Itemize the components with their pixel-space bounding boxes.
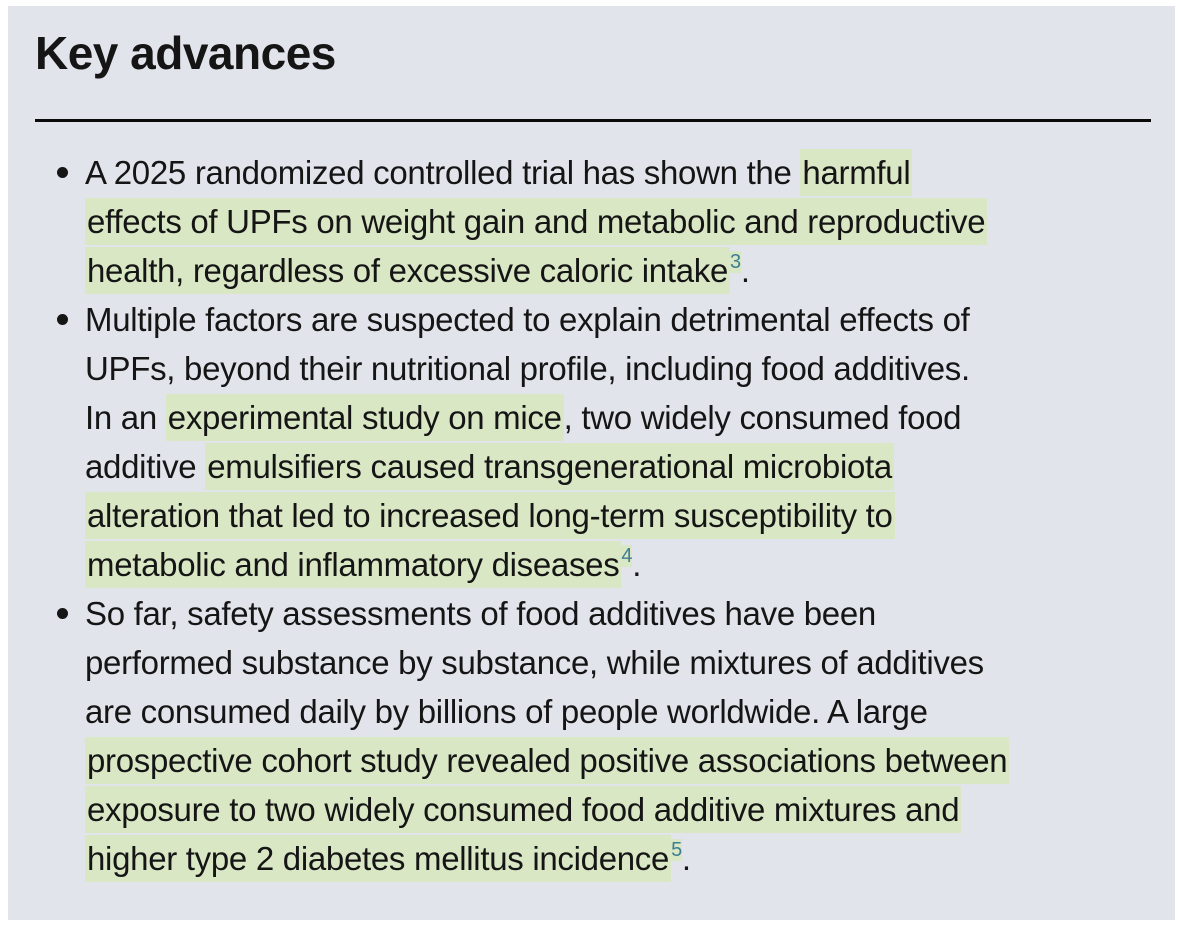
bullet-item: So far, safety assessments of food addit… [35, 589, 1151, 883]
text-line: metabolic and inflammatory diseases 4. [85, 540, 1151, 589]
text-line: In an experimental study on mice, two wi… [85, 393, 1151, 442]
text-segment: Multiple factors are suspected to explai… [85, 300, 970, 338]
text-segment: additive [85, 447, 206, 485]
page-title: Key advances [35, 27, 336, 79]
highlighted-text: health, regardless of excessive caloric … [85, 246, 731, 294]
bullet-item: A 2025 randomized controlled trial has s… [35, 148, 1151, 295]
text-line: So far, safety assessments of food addit… [85, 589, 1151, 638]
text-line: additive emulsifiers caused transgenerat… [85, 442, 1151, 491]
highlighted-text: alteration that led to increased long-te… [85, 491, 895, 539]
text-line: health, regardless of excessive caloric … [85, 246, 1151, 295]
text-segment: , two widely consumed food [563, 398, 962, 436]
highlighted-text: prospective cohort study revealed positi… [85, 736, 1010, 784]
highlighted-text: experimental study on mice [165, 393, 564, 441]
text-line: performed substance by substance, while … [85, 638, 1151, 687]
bullet-item: Multiple factors are suspected to explai… [35, 295, 1151, 589]
text-line: are consumed daily by billions of people… [85, 687, 1151, 736]
reference-superscript[interactable]: 4 [621, 544, 633, 567]
text-segment: performed substance by substance, while … [85, 643, 984, 681]
text-segment: . [740, 251, 750, 289]
highlighted-text: harmful [800, 148, 913, 196]
text-segment: So far, safety assessments of food addit… [85, 594, 876, 632]
highlighted-text: exposure to two widely consumed food add… [85, 785, 962, 833]
text-segment: . [632, 545, 642, 583]
highlighted-text: emulsifiers caused transgenerational mic… [205, 442, 894, 490]
key-advances-panel: Key advances A 2025 randomized controlle… [8, 6, 1175, 920]
text-line: prospective cohort study revealed positi… [85, 736, 1151, 785]
text-line: exposure to two widely consumed food add… [85, 785, 1151, 834]
text-segment: . [681, 839, 691, 877]
text-segment: A 2025 randomized controlled trial has s… [85, 153, 801, 191]
text-segment: In an [85, 398, 166, 436]
text-line: Multiple factors are suspected to explai… [85, 295, 1151, 344]
highlighted-text: effects of UPFs on weight gain and metab… [85, 197, 988, 245]
bullet-list: A 2025 randomized controlled trial has s… [35, 148, 1151, 883]
text-line: A 2025 randomized controlled trial has s… [85, 148, 1151, 197]
text-line: alteration that led to increased long-te… [85, 491, 1151, 540]
reference-superscript[interactable]: 5 [671, 838, 682, 861]
highlighted-text: higher type 2 diabetes mellitus incidenc… [85, 834, 672, 882]
highlighted-text: metabolic and inflammatory diseases [85, 540, 622, 588]
text-segment: are consumed daily by billions of people… [85, 692, 928, 730]
text-segment: UPFs, beyond their nutritional profile, … [85, 349, 970, 387]
text-line: UPFs, beyond their nutritional profile, … [85, 344, 1151, 393]
reference-superscript[interactable]: 3 [730, 250, 741, 273]
title-divider [35, 118, 1151, 122]
text-line: higher type 2 diabetes mellitus incidenc… [85, 834, 1151, 883]
text-line: effects of UPFs on weight gain and metab… [85, 197, 1151, 246]
